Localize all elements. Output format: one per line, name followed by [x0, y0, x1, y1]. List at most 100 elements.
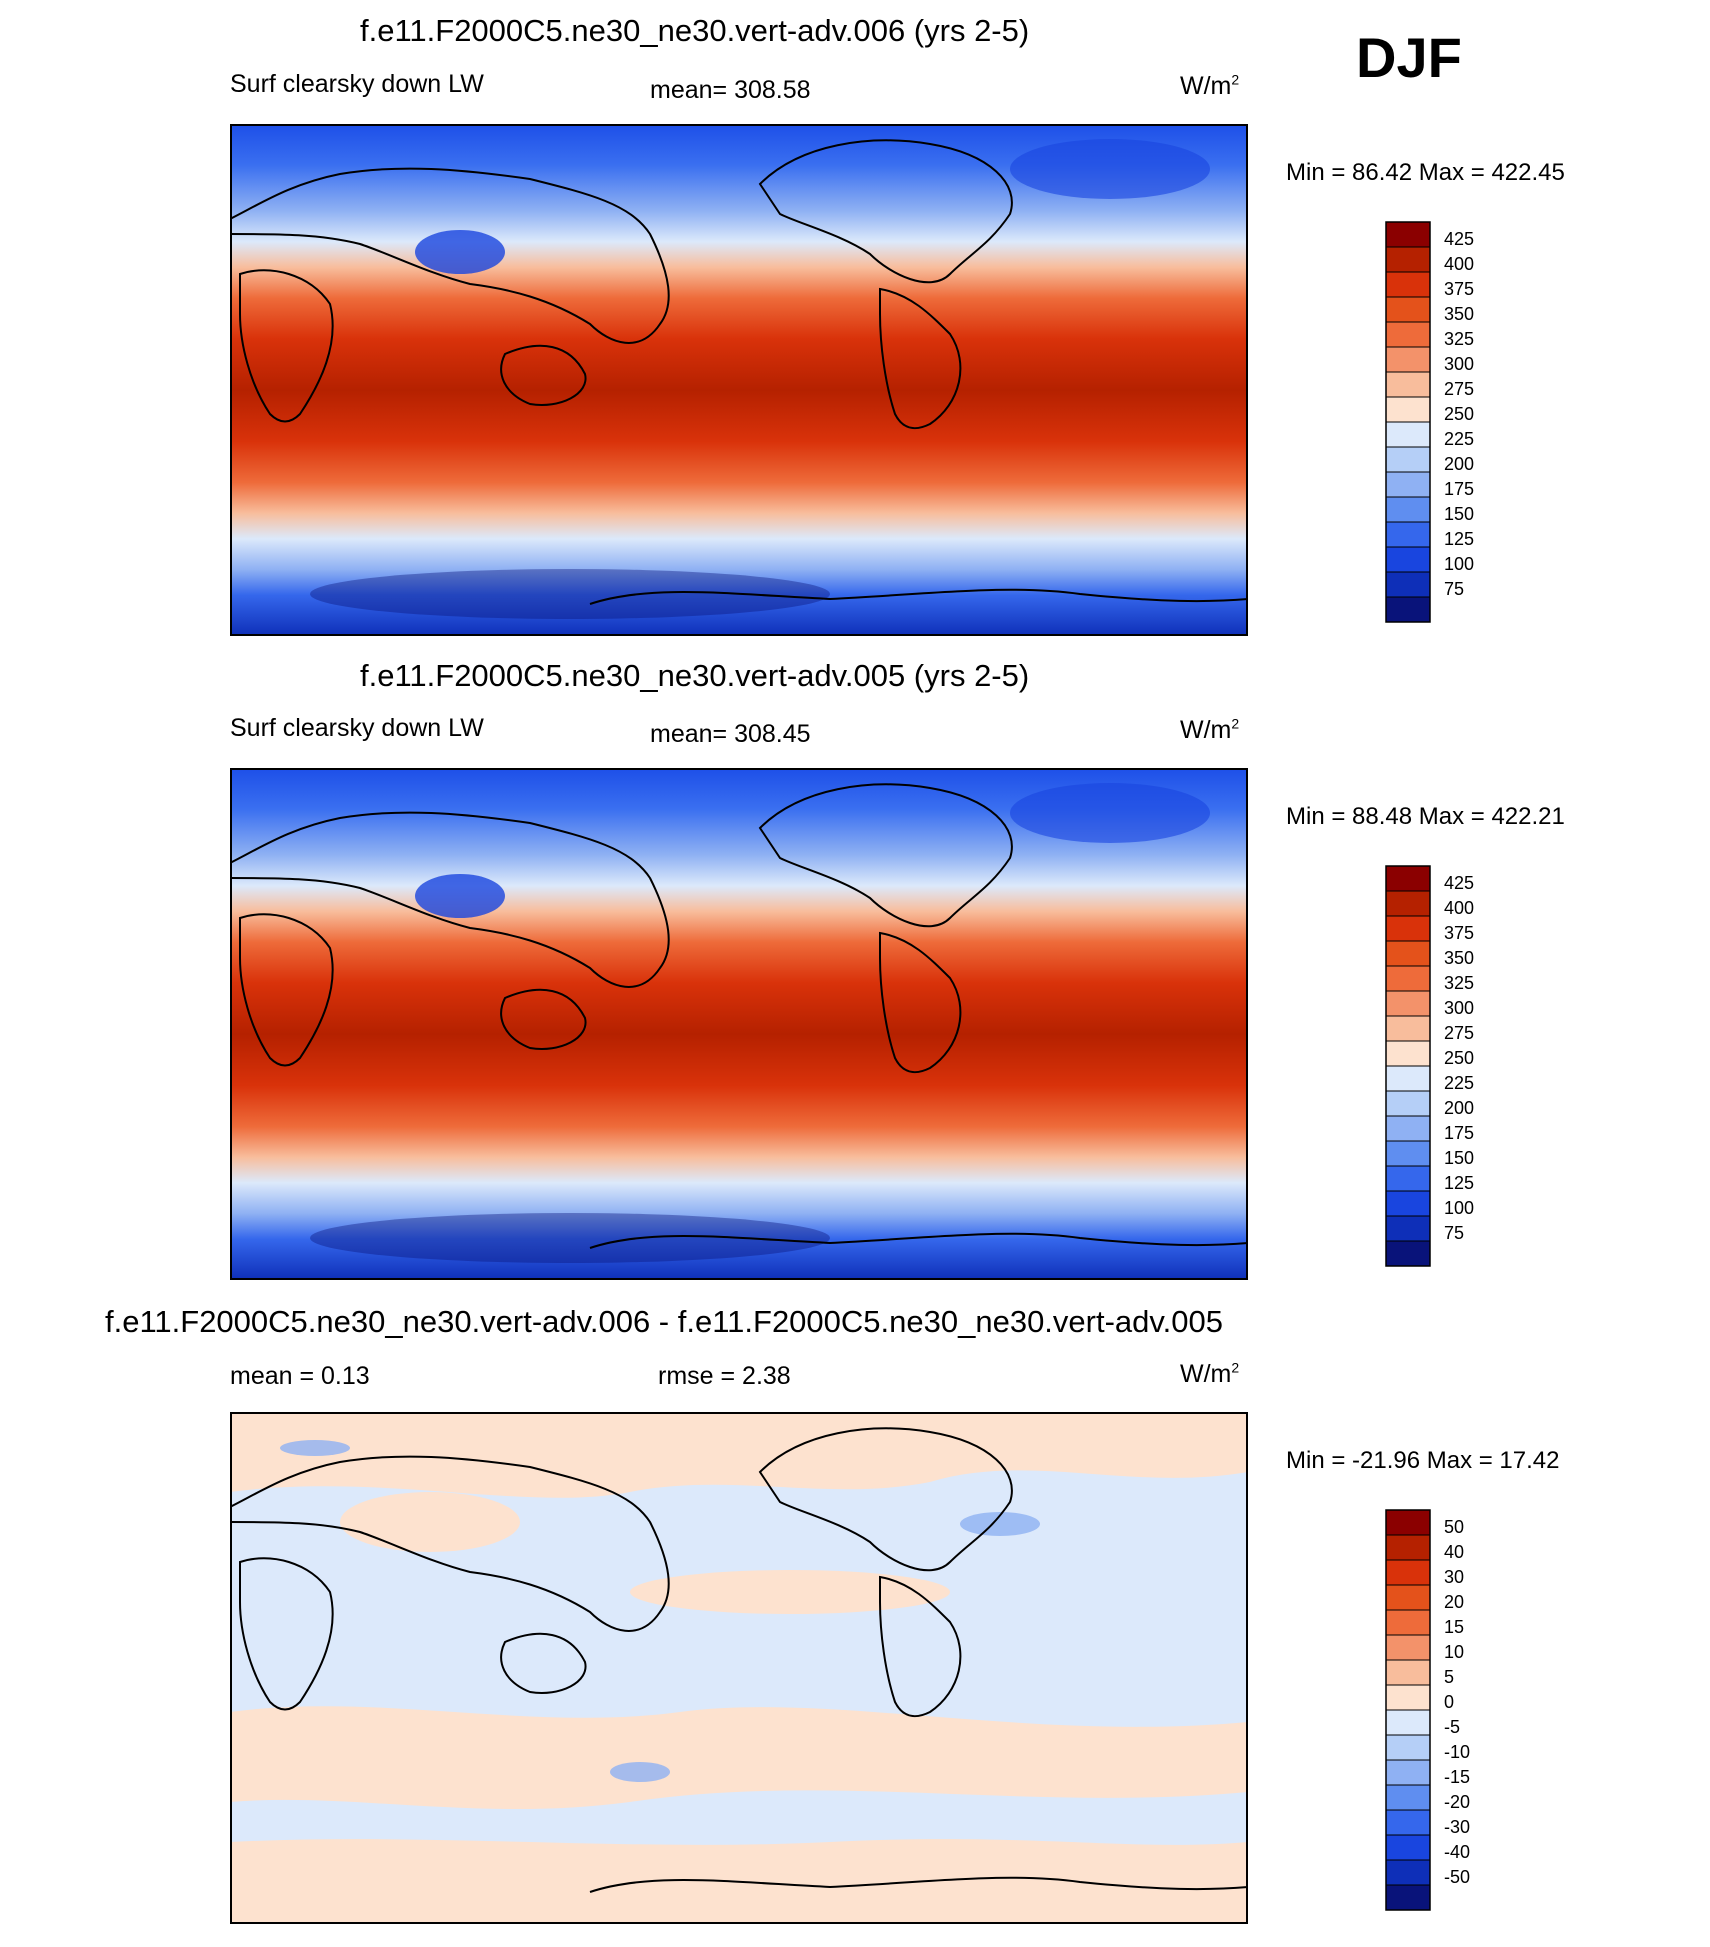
colorbar-tick-label: 125 [1444, 1173, 1474, 1193]
colorbar-tick-label: 375 [1444, 923, 1474, 943]
colorbar-tick-label: 125 [1444, 529, 1474, 549]
colorbar-tick-label: 400 [1444, 254, 1474, 274]
panel2-units: W/m2 [1180, 715, 1240, 744]
colorbar-tick-label: 10 [1444, 1642, 1464, 1662]
colorbar-segment [1385, 1040, 1431, 1067]
colorbar-segment [1385, 1015, 1431, 1042]
colorbar-segment [1385, 1859, 1431, 1886]
colorbar-segment [1385, 296, 1431, 323]
colorbar-segment [1385, 496, 1431, 523]
colorbar-tick-label: -40 [1444, 1842, 1470, 1862]
colorbar-tick-label: 325 [1444, 973, 1474, 993]
colorbar-segment [1385, 1559, 1431, 1586]
panel3-minmax: Min = -21.96 Max = 17.42 [1286, 1447, 1560, 1474]
colorbar-tick-label: 350 [1444, 948, 1474, 968]
colorbar-tick-label: 20 [1444, 1592, 1464, 1612]
colorbar-segment [1385, 1165, 1431, 1192]
colorbar-segment [1385, 1584, 1431, 1611]
colorbar-tick-label: 350 [1444, 304, 1474, 324]
colorbar-tick-label: -50 [1444, 1867, 1470, 1887]
colorbar-segment [1385, 865, 1431, 892]
colorbar-segment [1385, 890, 1431, 917]
colorbar-tick-label: 425 [1444, 873, 1474, 893]
colorbar-segment [1385, 990, 1431, 1017]
colorbar-segment [1385, 1534, 1431, 1561]
panel2-colorbar: 425 400 375 350 325 300 275 250 225 200 175 150 125 1… [1385, 865, 1474, 1267]
colorbar-tick-label: 250 [1444, 1048, 1474, 1068]
colorbar-segment [1385, 221, 1431, 248]
colorbar-segment [1385, 571, 1431, 598]
colorbar-segment [1385, 546, 1431, 573]
colorbar-segment [1385, 1809, 1431, 1836]
colorbar-segment [1385, 246, 1431, 273]
panel2-minmax: Min = 88.48 Max = 422.21 [1286, 803, 1565, 830]
colorbar-tick-label: 100 [1444, 554, 1474, 574]
colorbar-tick-label: -10 [1444, 1742, 1470, 1762]
colorbar-segment [1385, 1834, 1431, 1861]
colorbar-segment [1385, 1659, 1431, 1686]
colorbar-segment [1385, 1190, 1431, 1217]
colorbar-tick-label: 250 [1444, 404, 1474, 424]
panel1-units: W/m2 [1180, 71, 1240, 100]
colorbar-segment [1385, 346, 1431, 373]
colorbar-tick-label: 5 [1444, 1667, 1454, 1687]
colorbar-tick-label: 0 [1444, 1692, 1454, 1712]
colorbar-tick-label: 150 [1444, 504, 1474, 524]
colorbar-segment [1385, 1215, 1431, 1242]
panel1-title: f.e11.F2000C5.ne30_ne30.vert-adv.006 (yr… [360, 13, 1030, 48]
colorbar-segment [1385, 396, 1431, 423]
panel1-variable-label: Surf clearsky down LW [230, 70, 484, 98]
colorbar-segment [1385, 446, 1431, 473]
colorbar-tick-label: 175 [1444, 1123, 1474, 1143]
colorbar-segment [1385, 1784, 1431, 1811]
colorbar-segment [1385, 915, 1431, 942]
colorbar-tick-label: -5 [1444, 1717, 1460, 1737]
colorbar-tick-label: 175 [1444, 479, 1474, 499]
panel2-mean-label: mean= 308.45 [650, 720, 811, 748]
colorbar-segment [1385, 471, 1431, 498]
colorbar-tick-label: -15 [1444, 1767, 1470, 1787]
colorbar-tick-label: -30 [1444, 1817, 1470, 1837]
colorbar-tick-label: 200 [1444, 1098, 1474, 1118]
season-label: DJF [1356, 26, 1462, 89]
colorbar-segment [1385, 1140, 1431, 1167]
panel3-map [230, 1412, 1248, 1924]
colorbar-tick-label: 15 [1444, 1617, 1464, 1637]
panel1-map [230, 124, 1248, 636]
panel3-units: W/m2 [1180, 1359, 1240, 1388]
colorbar-segment [1385, 965, 1431, 992]
colorbar-tick-label: 375 [1444, 279, 1474, 299]
colorbar-tick-label: 75 [1444, 1223, 1464, 1243]
colorbar-tick-label: -20 [1444, 1792, 1470, 1812]
colorbar-frame [1385, 221, 1431, 623]
colorbar-segment [1385, 1709, 1431, 1736]
colorbar-segment [1385, 596, 1431, 623]
colorbar-segment [1385, 1634, 1431, 1661]
colorbar-tick-label: 275 [1444, 1023, 1474, 1043]
colorbar-segment [1385, 1115, 1431, 1142]
colorbar-tick-label: 300 [1444, 354, 1474, 374]
panel3-rmse-label: rmse = 2.38 [658, 1362, 791, 1390]
colorbar-segment [1385, 1090, 1431, 1117]
panel1-colorbar: 425 400 375 350 325 300 275 250 225 200 175 150 125 1… [1385, 221, 1474, 623]
colorbar-segment [1385, 1734, 1431, 1761]
colorbar-segment [1385, 940, 1431, 967]
colorbar-tick-label: 200 [1444, 454, 1474, 474]
colorbar-tick-label: 30 [1444, 1567, 1464, 1587]
colorbar-tick-label: 300 [1444, 998, 1474, 1018]
colorbar-segment [1385, 371, 1431, 398]
colorbar-tick-label: 325 [1444, 329, 1474, 349]
colorbar-tick-label: 40 [1444, 1542, 1464, 1562]
panel2-map [230, 768, 1248, 1280]
colorbar-segment [1385, 1065, 1431, 1092]
panel1-minmax: Min = 86.42 Max = 422.45 [1286, 159, 1565, 186]
panel3-title: f.e11.F2000C5.ne30_ne30.vert-adv.006 - f… [105, 1304, 1223, 1339]
colorbar-segment [1385, 321, 1431, 348]
panel2-variable-label: Surf clearsky down LW [230, 714, 484, 742]
colorbar-tick-label: 100 [1444, 1198, 1474, 1218]
colorbar-segment [1385, 421, 1431, 448]
colorbar-frame [1385, 865, 1431, 1267]
panel2-title: f.e11.F2000C5.ne30_ne30.vert-adv.005 (yr… [360, 658, 1030, 693]
colorbar-segment [1385, 1240, 1431, 1267]
colorbar-tick-label: 225 [1444, 1073, 1474, 1093]
